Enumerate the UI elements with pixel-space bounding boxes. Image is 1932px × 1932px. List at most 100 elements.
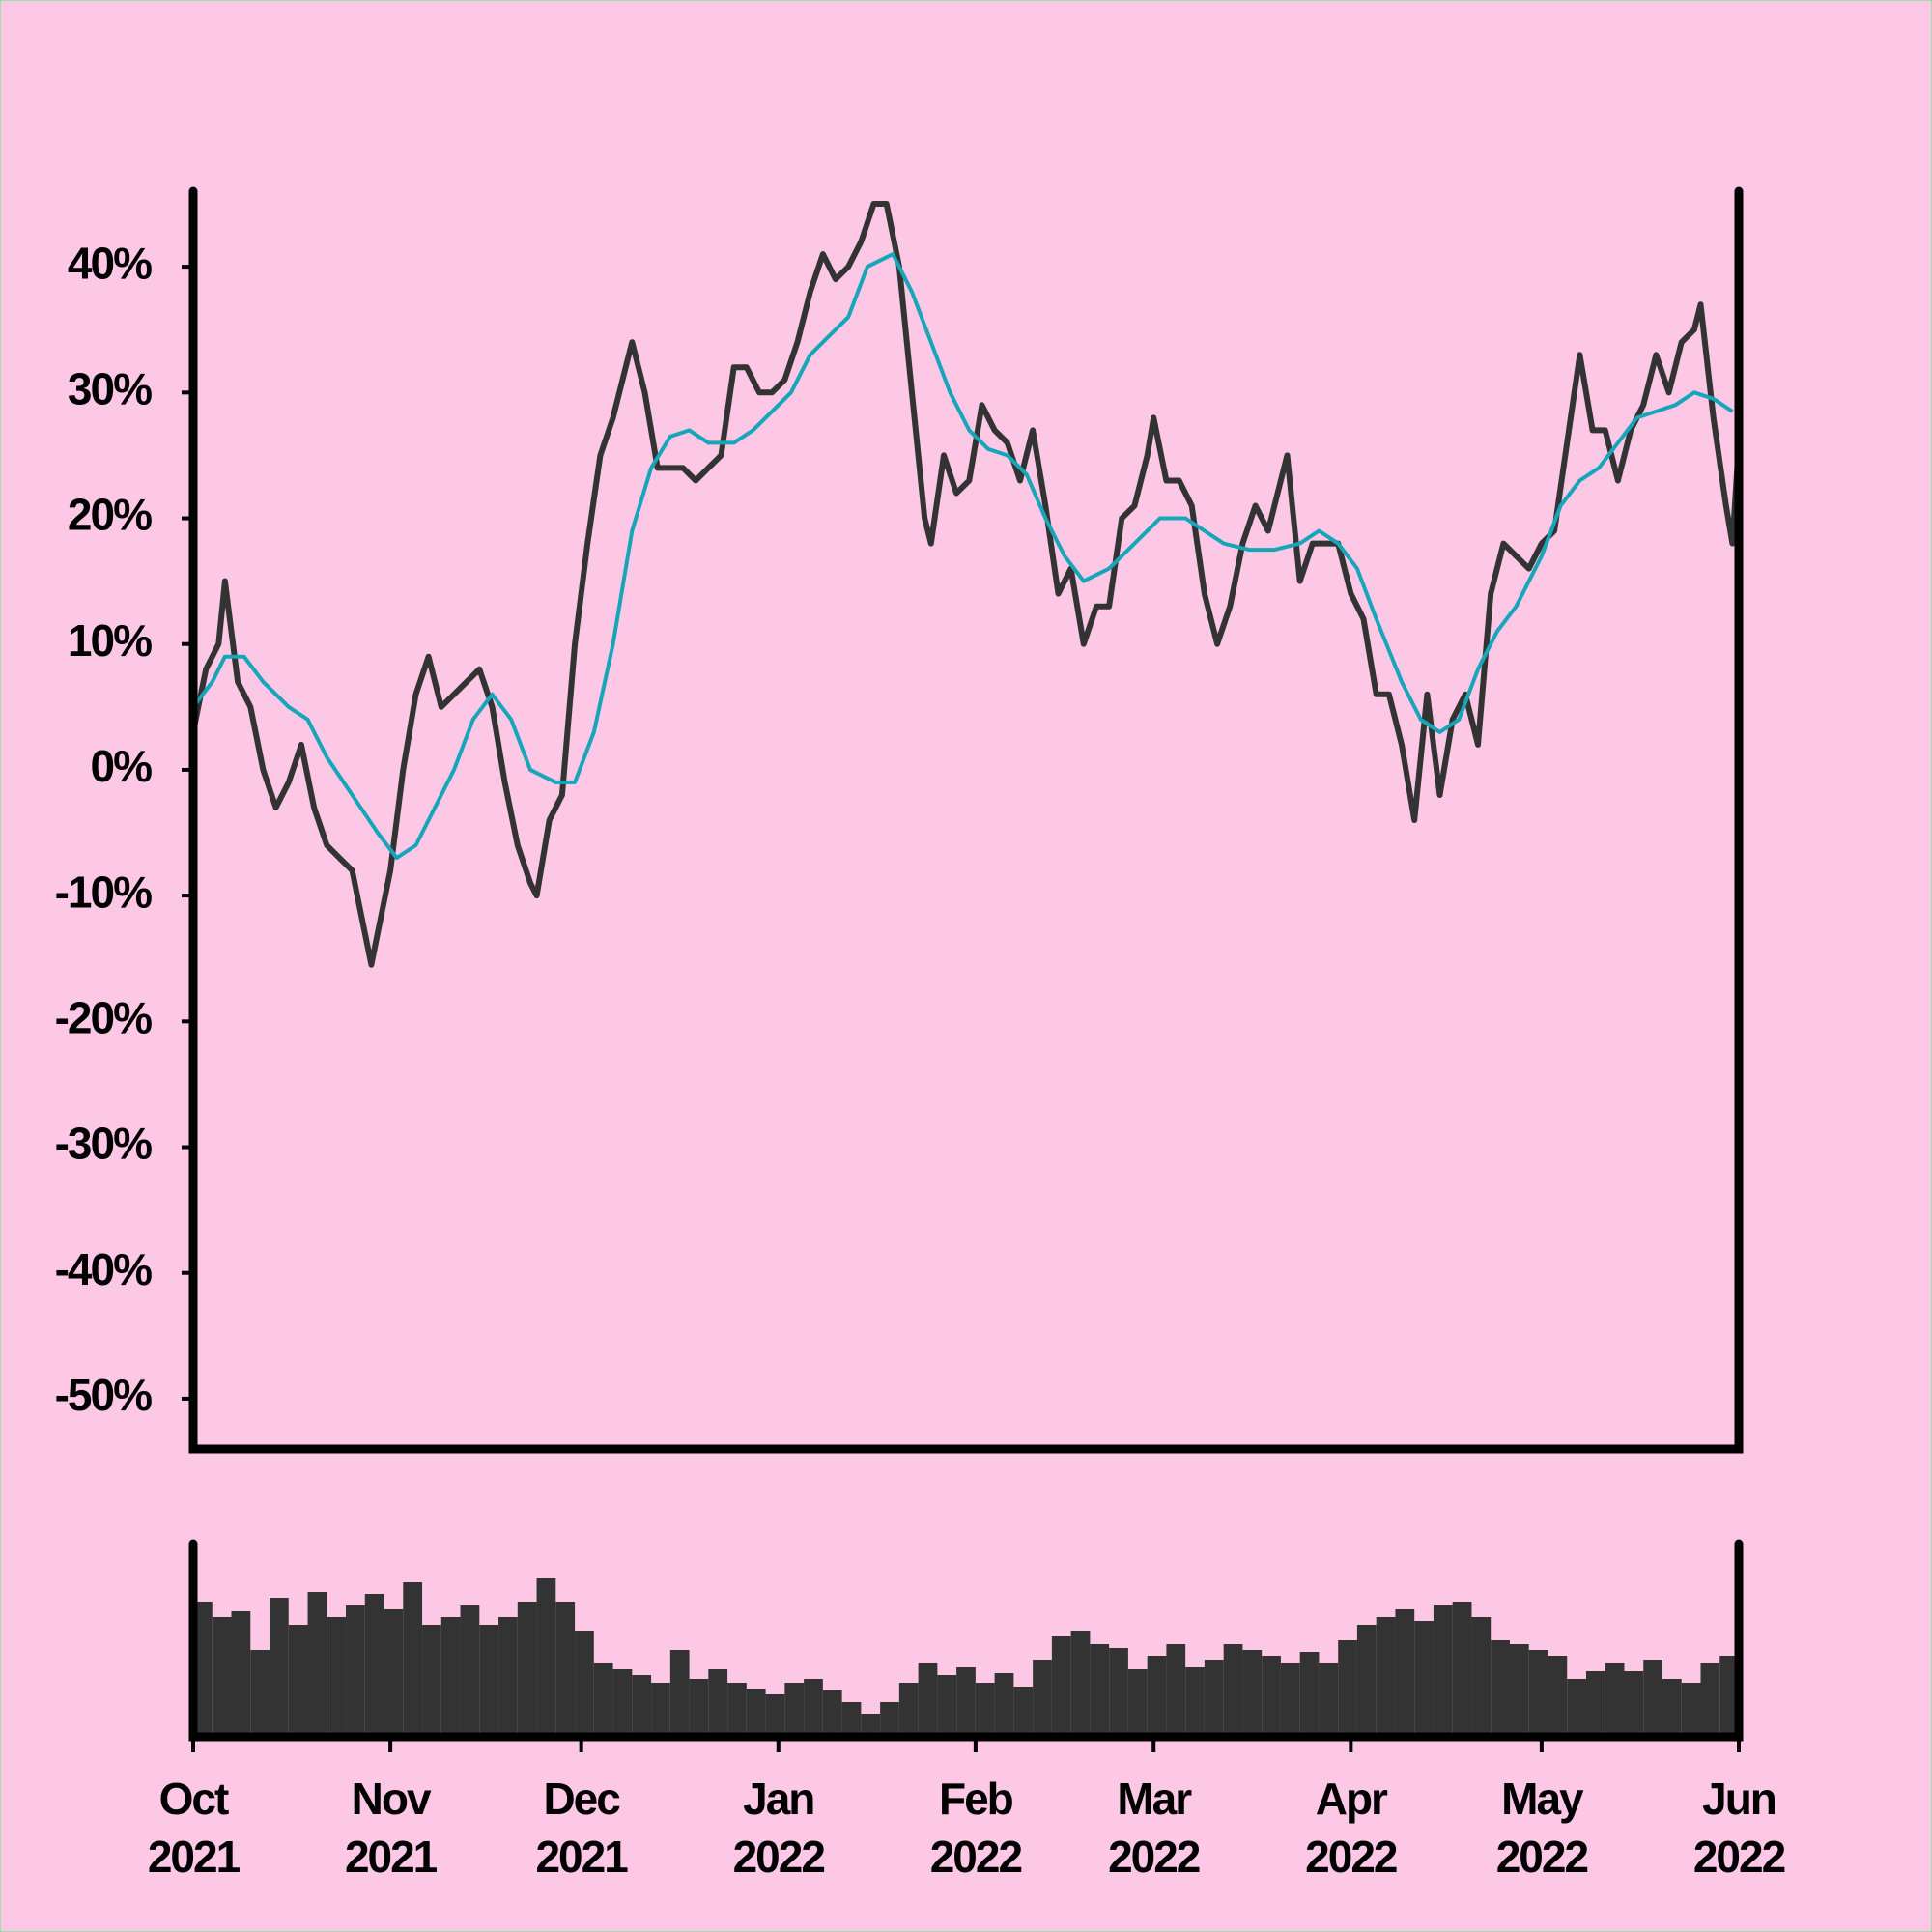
volume-bar [1299, 1652, 1320, 1737]
volume-bar [327, 1617, 347, 1737]
volume-bar [384, 1609, 404, 1737]
volume-bar [880, 1702, 899, 1737]
volume-bar [689, 1679, 709, 1737]
volume-bar [1491, 1640, 1510, 1737]
volume-bar [498, 1617, 518, 1737]
volume-bar [193, 1602, 213, 1737]
volume-bar [1681, 1683, 1701, 1737]
x-tick-label: May 2022 [1496, 1774, 1588, 1882]
volume-bar [956, 1667, 976, 1737]
volume-bar [861, 1714, 881, 1737]
volume-bar [898, 1683, 919, 1737]
volume-bar [765, 1694, 785, 1737]
volume-bar [1452, 1602, 1472, 1737]
volume-bar [1109, 1648, 1128, 1737]
volume-bar [1471, 1617, 1492, 1737]
volume-bar [1414, 1621, 1434, 1737]
y-tick-label: -20% [55, 992, 152, 1042]
volume-bar [1185, 1667, 1205, 1737]
volume-bar [1719, 1656, 1739, 1737]
volume-bar [1166, 1644, 1186, 1737]
volume-bar [1242, 1650, 1263, 1737]
volume-bar [479, 1625, 499, 1737]
series-line [191, 252, 1734, 861]
volume-bar [422, 1625, 441, 1737]
volume-bar [212, 1617, 232, 1737]
volume-bar [1147, 1656, 1167, 1737]
volume-bar [1376, 1617, 1396, 1737]
volume-bar [1700, 1663, 1720, 1737]
volume-bar [1605, 1663, 1625, 1737]
volume-bar [1338, 1640, 1357, 1737]
volume-bar [1033, 1660, 1052, 1737]
volume-bar [822, 1690, 842, 1737]
volume-bar [575, 1631, 594, 1737]
x-tick-label: Oct 2021 [148, 1774, 241, 1882]
volume-bar [403, 1582, 423, 1737]
volume-bar [1204, 1660, 1224, 1737]
y-tick-label: -10% [55, 867, 152, 917]
y-tick-label: -40% [55, 1244, 152, 1294]
volume-bar [270, 1598, 289, 1737]
volume-bar [1262, 1656, 1281, 1737]
y-tick-label: 30% [68, 363, 152, 413]
volume-bar [346, 1605, 365, 1737]
axis-frame [188, 1539, 1744, 1742]
volume-bar [1433, 1605, 1453, 1737]
volume-bar [1567, 1679, 1586, 1737]
axis-frame [188, 186, 1744, 1454]
volume-bar [727, 1683, 747, 1737]
volume-bar [593, 1663, 613, 1737]
x-tick-label: Jun 2022 [1693, 1774, 1785, 1882]
volume-bar [1013, 1687, 1034, 1737]
volume-bar [1280, 1663, 1300, 1737]
volume-bar [975, 1683, 995, 1737]
x-tick-label: Feb 2022 [930, 1774, 1022, 1882]
volume-bar [1643, 1660, 1662, 1737]
y-tick-label: -50% [55, 1370, 152, 1420]
volume-bar [708, 1669, 728, 1737]
volume-bar [1319, 1663, 1339, 1737]
y-tick-label: 40% [68, 238, 152, 288]
x-tick-label: Jan 2022 [733, 1774, 825, 1882]
volume-bar [804, 1679, 823, 1737]
volume-bar [517, 1602, 537, 1737]
volume-bar [1223, 1644, 1243, 1737]
y-tick-label: -30% [55, 1119, 152, 1169]
x-tick-label: Mar 2022 [1108, 1774, 1200, 1882]
volume-bar [1662, 1679, 1682, 1737]
volume-bar [1548, 1656, 1568, 1737]
volume-bar [288, 1625, 308, 1737]
volume-bar [364, 1594, 384, 1737]
series-line [190, 201, 1742, 968]
y-tick-label: 20% [68, 490, 152, 540]
y-tick-label: 0% [91, 741, 153, 791]
volume-bar [994, 1673, 1014, 1737]
volume-bar [632, 1675, 652, 1737]
volume-bar [231, 1611, 251, 1737]
volume-bar [1509, 1644, 1529, 1737]
volume-bar [1127, 1669, 1148, 1737]
volume-bar [651, 1683, 670, 1737]
volume-bar [1051, 1636, 1071, 1737]
volume-bar [1624, 1671, 1644, 1737]
x-tick-label: Apr 2022 [1305, 1774, 1397, 1882]
volume-bar [1395, 1609, 1415, 1737]
volume-bar [440, 1617, 461, 1737]
volume-bar [918, 1663, 938, 1737]
volume-bar [536, 1578, 556, 1737]
volume-bar [1090, 1644, 1110, 1737]
volume-bar [1585, 1671, 1605, 1737]
volume-bar [1070, 1631, 1091, 1737]
volume-bar [307, 1592, 327, 1737]
volume-bar [746, 1689, 766, 1737]
volume-bar [937, 1675, 957, 1737]
volume-bar [460, 1605, 480, 1737]
volume-bar [612, 1669, 633, 1737]
x-tick-label: Dec 2021 [535, 1774, 628, 1882]
volume-bar [669, 1650, 690, 1737]
volume-bar [784, 1683, 805, 1737]
volume-bar [555, 1602, 576, 1737]
